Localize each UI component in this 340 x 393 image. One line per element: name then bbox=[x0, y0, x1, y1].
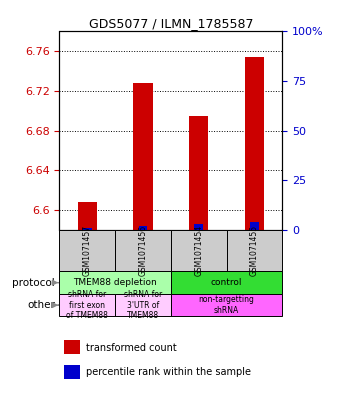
Text: GSM1071455: GSM1071455 bbox=[250, 225, 259, 276]
Bar bbox=[139, 226, 148, 230]
Text: shRNA for
3'UTR of
TMEM88: shRNA for 3'UTR of TMEM88 bbox=[124, 290, 162, 320]
Bar bbox=[171, 294, 282, 316]
Bar bbox=[115, 230, 171, 272]
Bar bbox=[244, 57, 264, 230]
Bar bbox=[59, 230, 115, 272]
Bar bbox=[250, 222, 259, 230]
Text: GSM1071457: GSM1071457 bbox=[83, 225, 92, 276]
Bar bbox=[226, 230, 282, 272]
Text: TMEM88 depletion: TMEM88 depletion bbox=[73, 278, 157, 287]
Title: GDS5077 / ILMN_1785587: GDS5077 / ILMN_1785587 bbox=[89, 17, 253, 30]
Bar bbox=[171, 230, 226, 272]
Bar bbox=[171, 272, 282, 294]
Bar bbox=[64, 365, 80, 379]
Bar bbox=[83, 228, 92, 230]
Bar bbox=[59, 294, 115, 316]
Bar bbox=[64, 340, 80, 354]
Bar bbox=[194, 224, 203, 230]
Text: GSM1071454: GSM1071454 bbox=[194, 225, 203, 276]
Bar bbox=[59, 272, 171, 294]
Text: control: control bbox=[211, 278, 242, 287]
Bar bbox=[189, 116, 208, 230]
Text: GSM1071456: GSM1071456 bbox=[138, 225, 148, 276]
Text: protocol: protocol bbox=[12, 277, 55, 288]
Text: transformed count: transformed count bbox=[86, 343, 177, 353]
Bar bbox=[115, 294, 171, 316]
Bar bbox=[78, 202, 97, 230]
Text: percentile rank within the sample: percentile rank within the sample bbox=[86, 367, 251, 377]
Bar bbox=[133, 83, 153, 230]
Text: other: other bbox=[27, 300, 55, 310]
Text: shRNA for
first exon
of TMEM88: shRNA for first exon of TMEM88 bbox=[66, 290, 108, 320]
Text: non-targetting
shRNA: non-targetting shRNA bbox=[199, 296, 254, 315]
